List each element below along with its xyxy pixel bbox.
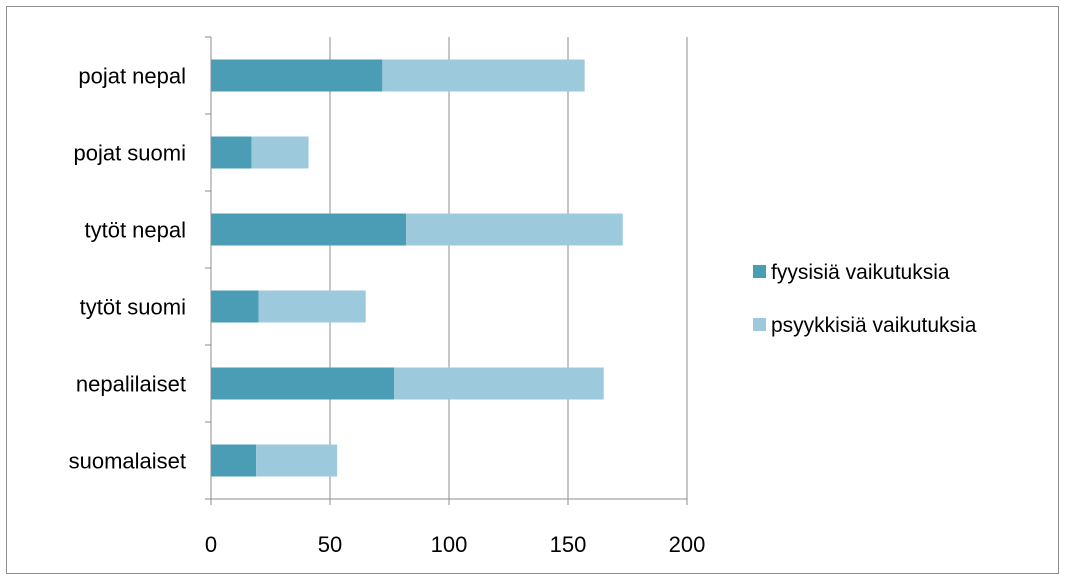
category-label: pojat nepal	[78, 64, 186, 89]
category-label: tytöt nepal	[84, 218, 186, 243]
bar-psyykkisia-1	[251, 136, 309, 169]
bar-psyykkisia-0	[382, 59, 585, 92]
legend: fyysisiä vaikutuksia psyykkisiä vaikutuks…	[753, 261, 977, 337]
x-tick-label: 200	[669, 532, 706, 557]
gridlines	[329, 37, 688, 499]
category-label: nepalilaiset	[76, 372, 186, 397]
bar-fyysisia-2	[211, 213, 407, 246]
category-labels: pojat nepal pojat suomi tytöt nepal tytöt s…	[69, 64, 186, 474]
bar-fyysisia-1	[211, 136, 252, 169]
bar-fyysisia-3	[211, 290, 259, 323]
bar-psyykkisia-5	[256, 444, 338, 477]
bars	[211, 59, 623, 477]
x-tick-label: 0	[205, 532, 217, 557]
bar-psyykkisia-2	[406, 213, 623, 246]
legend-swatch	[753, 318, 766, 331]
category-label: tytöt suomi	[80, 295, 186, 320]
bar-fyysisia-4	[211, 367, 395, 400]
x-tick-label: 100	[431, 532, 468, 557]
chart-frame	[6, 6, 1059, 574]
bar-psyykkisia-3	[258, 290, 366, 323]
bar-fyysisia-5	[211, 444, 257, 477]
legend-label: psyykkisiä vaikutuksia	[771, 314, 977, 337]
tick-labels: 0 50 100 150 200	[205, 532, 705, 557]
axes	[205, 36, 688, 505]
bar-psyykkisia-4	[394, 367, 604, 400]
x-tick-label: 150	[550, 532, 587, 557]
x-tick-label: 50	[318, 532, 342, 557]
legend-swatch	[753, 265, 766, 278]
category-label: pojat suomi	[73, 141, 186, 166]
category-label: suomalaiset	[69, 449, 186, 474]
legend-label: fyysisiä vaikutuksia	[771, 261, 950, 284]
bar-fyysisia-0	[211, 59, 383, 92]
